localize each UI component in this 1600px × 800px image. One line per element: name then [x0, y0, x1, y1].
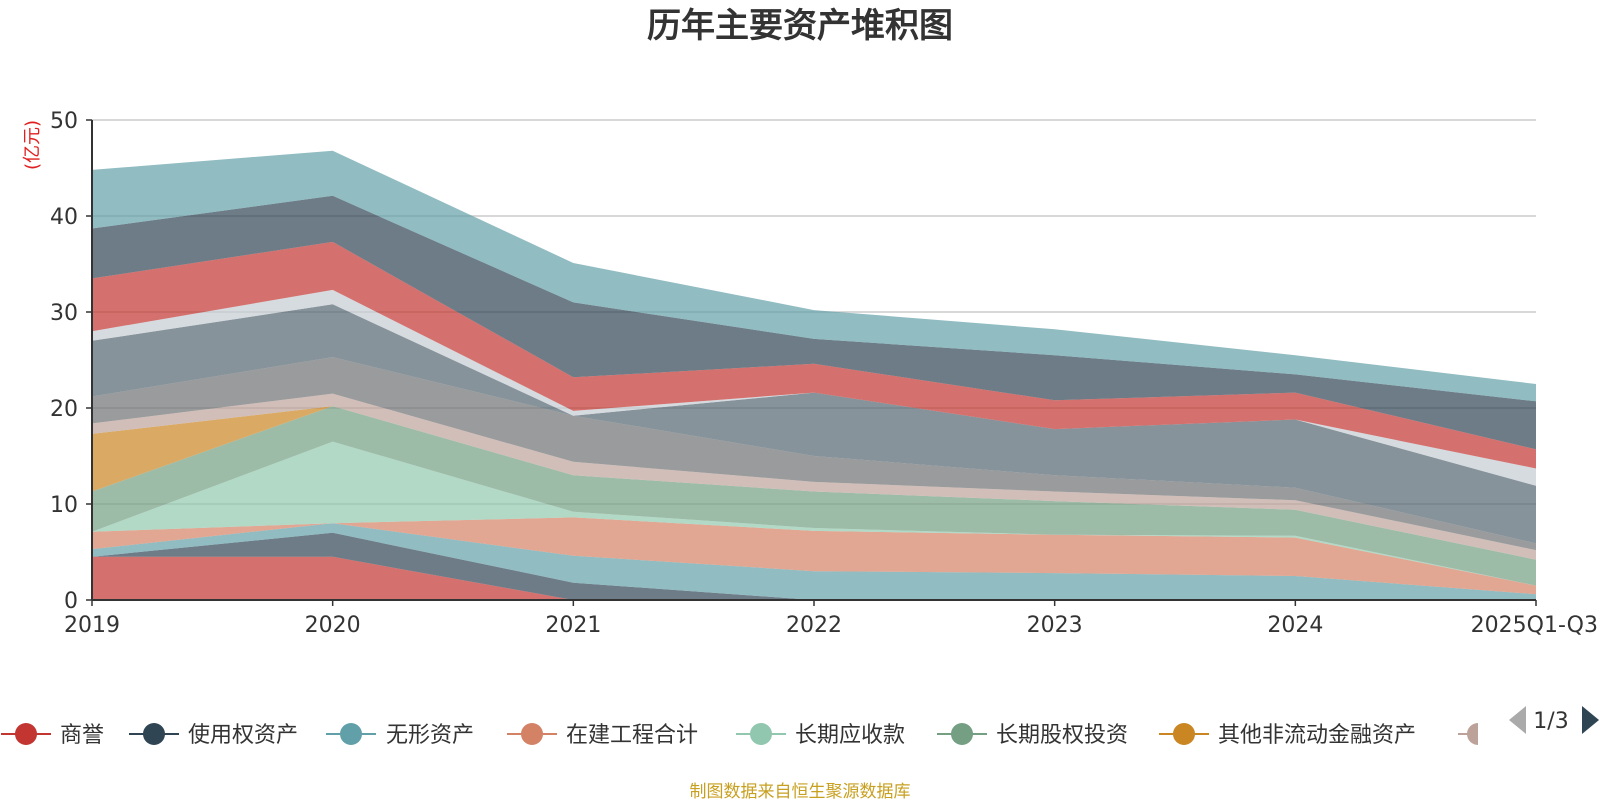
legend-marker-icon: [951, 723, 973, 745]
legend-marker-icon: [521, 723, 543, 745]
x-tick-label: 2020: [305, 613, 361, 638]
area-series-group: [92, 150, 1536, 600]
legend-label: 商誉: [60, 723, 104, 748]
data-source-note: 制图数据来自恒生聚源数据库: [690, 782, 911, 800]
y-axis-ticks: 0 10 20 30 40 50: [50, 109, 92, 614]
chart-title: 历年主要资产堆积图: [647, 6, 953, 46]
legend-item-2[interactable]: 使用权资产: [129, 723, 298, 748]
area-series-6: [92, 406, 1536, 586]
area-series-11: [92, 289, 1536, 486]
legend-item-1[interactable]: 商誉: [1, 723, 104, 748]
y-tick-label: 0: [64, 589, 78, 614]
legend-marker-icon: [1173, 723, 1195, 745]
x-tick-label: 2023: [1027, 613, 1083, 638]
legend-next-page-icon[interactable]: [1582, 706, 1599, 734]
legend-item-partial[interactable]: [1458, 723, 1478, 745]
area-series-7: [92, 406, 1536, 560]
y-tick-label: 30: [50, 301, 78, 326]
area-series-1: [92, 556, 1536, 600]
area-series-4: [92, 517, 1536, 595]
x-tick-label: 2022: [786, 613, 842, 638]
legend-marker-icon: [750, 723, 772, 745]
y-axis-unit-label: (亿元): [22, 120, 43, 170]
area-series-13: [92, 195, 1536, 450]
legend-label: 使用权资产: [188, 723, 298, 748]
area-series-5: [92, 441, 1536, 586]
legend-item-6[interactable]: 长期股权投资: [937, 723, 1128, 748]
legend-marker-icon: [143, 723, 165, 745]
x-tick-label: 2021: [545, 613, 601, 638]
legend-label: 长期股权投资: [996, 723, 1128, 748]
area-series-12: [92, 241, 1536, 469]
legend-item-4[interactable]: 在建工程合计: [507, 723, 698, 748]
area-series-9: [92, 357, 1536, 551]
legend-label: 无形资产: [386, 723, 474, 748]
x-tick-label: 2024: [1267, 613, 1323, 638]
legend-prev-page-icon[interactable]: [1509, 706, 1526, 734]
legend-pager: 1/3: [1509, 706, 1599, 734]
legend-marker-icon: [15, 723, 37, 745]
area-series-3: [92, 523, 1536, 600]
legend-label: 长期应收款: [795, 723, 905, 748]
y-tick-label: 20: [50, 397, 78, 422]
y-tick-label: 40: [50, 205, 78, 230]
x-tick-label: 2019: [64, 613, 120, 638]
legend: 商誉 使用权资产 无形资产 在建工程合计 长期应收款 长期股权投资 其他非流动金融资产: [1, 723, 1478, 748]
legend-marker-icon: [340, 723, 362, 745]
y-tick-label: 10: [50, 493, 78, 518]
y-tick-label: 50: [50, 109, 78, 134]
legend-label: 在建工程合计: [566, 723, 698, 748]
legend-marker-icon: [1467, 723, 1478, 745]
area-series-10: [92, 304, 1536, 544]
x-tick-label: 2025Q1-Q3: [1471, 613, 1598, 638]
area-series-14: [92, 150, 1536, 402]
legend-page-indicator: 1/3: [1533, 709, 1568, 734]
x-axis-ticks: 2019 2020 2021 2022 2023 2024 2025Q1-Q3: [64, 600, 1598, 638]
legend-label: 其他非流动金融资产: [1218, 723, 1416, 748]
legend-item-7[interactable]: 其他非流动金融资产: [1159, 723, 1416, 748]
legend-item-3[interactable]: 无形资产: [326, 723, 474, 748]
area-series-8: [92, 393, 1536, 560]
legend-item-5[interactable]: 长期应收款: [736, 723, 905, 748]
